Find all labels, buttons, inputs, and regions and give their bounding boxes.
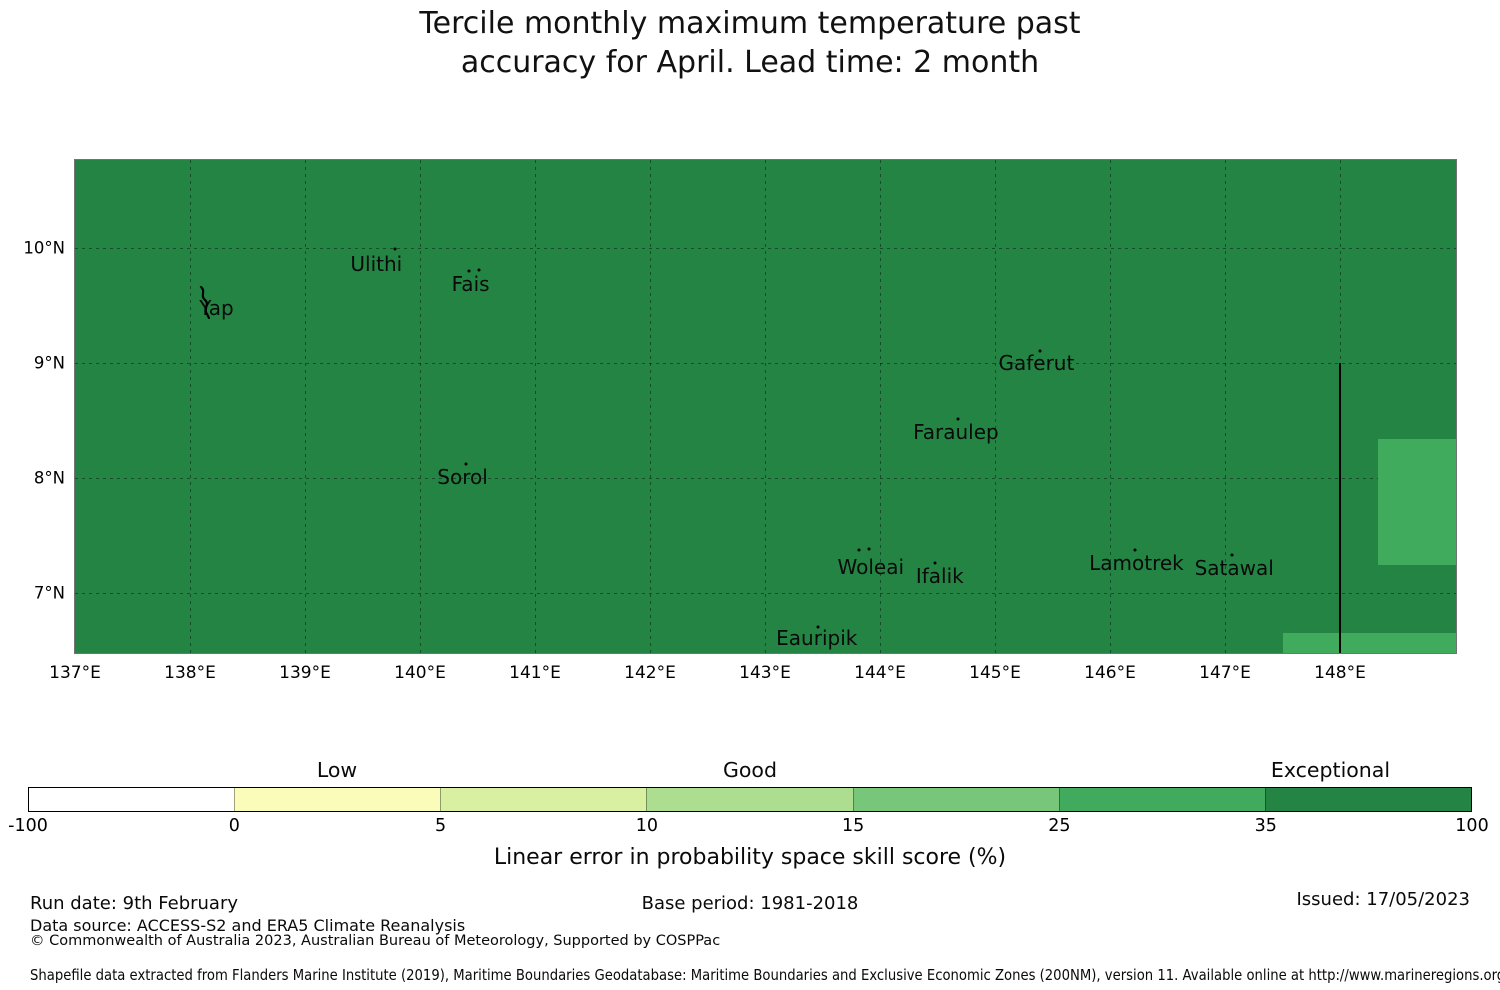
island-marker-eauripik <box>816 625 820 629</box>
eez-boundary-line <box>1339 362 1341 653</box>
gridline-meridian <box>650 160 651 653</box>
x-tick-label: 141°E <box>509 663 561 683</box>
x-tick-label: 142°E <box>624 663 676 683</box>
colorbar-category-good: Good <box>723 758 777 782</box>
gridline-meridian <box>305 160 306 653</box>
yap-island-shape <box>197 285 213 323</box>
shapefile-attribution-text: Shapefile data extracted from Flanders M… <box>30 966 1500 984</box>
gridline-parallel <box>75 362 1456 364</box>
island-label-ifalik: Ifalik <box>915 563 964 588</box>
colorbar-segment <box>29 788 235 811</box>
colorbar-segment <box>1058 788 1265 811</box>
gridline-parallel <box>75 247 1456 249</box>
copyright-text: © Commonwealth of Australia 2023, Austra… <box>30 933 721 949</box>
island-marker-woleai <box>867 547 870 551</box>
run-date-text: Run date: 9th February <box>30 893 239 914</box>
x-tick-label: 146°E <box>1084 663 1136 683</box>
gridline-meridian <box>420 160 421 653</box>
colorbar-category-low: Low <box>316 758 358 782</box>
colorbar-segment <box>440 788 647 811</box>
gridline-meridian <box>880 160 881 653</box>
island-marker-gaferut <box>1038 349 1042 353</box>
x-tick-label: 139°E <box>279 663 331 683</box>
x-tick-label: 138°E <box>164 663 216 683</box>
island-marker-fais <box>467 269 471 273</box>
colorbar-axis-label: Linear error in probability space skill … <box>493 845 1007 870</box>
y-tick-label: 9°N <box>33 353 65 373</box>
colorbar <box>28 787 1472 812</box>
colorbar-segment <box>646 788 853 811</box>
colorbar-segment <box>852 788 1059 811</box>
colorbar-tick-label: -100 <box>8 816 48 836</box>
x-tick-label: 140°E <box>394 663 446 683</box>
gridline-meridian <box>765 160 766 653</box>
island-marker-fais <box>477 268 481 272</box>
x-tick-label: 137°E <box>49 663 101 683</box>
gridline-meridian <box>190 160 191 653</box>
gridline-meridian <box>535 160 536 653</box>
colorbar-segment <box>234 788 441 811</box>
base-period-text: Base period: 1981-2018 <box>641 893 859 914</box>
island-label-fais: Fais <box>451 271 490 296</box>
island-marker-ulithi <box>393 247 397 251</box>
colorbar-tick-label: 35 <box>1254 816 1277 836</box>
figure-title-line2: accuracy for April. Lead time: 2 month <box>460 45 1040 80</box>
y-tick-label: 7°N <box>33 583 65 603</box>
island-label-ulithi: Ulithi <box>350 252 403 277</box>
x-tick-label: 144°E <box>854 663 906 683</box>
island-marker-satawal <box>1230 553 1234 557</box>
island-label-eauripik: Eauripik <box>776 625 858 650</box>
colorbar-tick-label: 0 <box>228 816 240 836</box>
island-marker-ifalik <box>933 561 937 565</box>
y-tick-label: 8°N <box>33 468 65 488</box>
x-tick-label: 145°E <box>969 663 1021 683</box>
colorbar-tick-label: 100 <box>1455 816 1489 836</box>
colorbar-segment <box>1264 788 1471 811</box>
island-label-woleai: Woleai <box>837 554 905 579</box>
x-tick-label: 147°E <box>1199 663 1251 683</box>
gridline-parallel <box>75 477 1456 479</box>
island-label-faraulep: Faraulep <box>913 419 999 444</box>
colorbar-category-exceptional: Exceptional <box>1270 758 1391 782</box>
x-tick-label: 143°E <box>739 663 791 683</box>
colorbar-tick-label: 10 <box>635 816 658 836</box>
colorbar-tick-label: 5 <box>434 816 447 836</box>
figure-title-line1: Tercile monthly maximum temperature past <box>419 6 1081 41</box>
x-tick-label: 148°E <box>1314 663 1366 683</box>
issued-date-text: Issued: 17/05/2023 <box>1296 889 1470 910</box>
island-marker-faraulep <box>956 417 960 421</box>
island-marker-lamotrek <box>1133 548 1137 552</box>
island-label-sorol: Sorol <box>437 464 488 489</box>
gridline-meridian <box>1225 160 1226 653</box>
gridline-meridian <box>1110 160 1111 653</box>
map-plot-area: Ulithi Fais Yap Gaferut Faraulep Sorol Woleai I… <box>74 159 1457 654</box>
island-marker-sorol <box>464 462 468 466</box>
island-label-lamotrek: Lamotrek <box>1089 551 1184 576</box>
gridline-parallel <box>75 592 1456 594</box>
skill-score-patch <box>1282 633 1456 653</box>
island-label-satawal: Satawal <box>1194 555 1274 580</box>
island-label-gaferut: Gaferut <box>998 350 1075 375</box>
y-tick-label: 10°N <box>23 238 65 258</box>
gridline-meridian <box>995 160 996 653</box>
skill-score-patch <box>1377 438 1456 566</box>
data-source-text: Data source: ACCESS-S2 and ERA5 Climate … <box>30 916 466 935</box>
colorbar-tick-label: 25 <box>1048 816 1071 836</box>
island-marker-woleai <box>857 548 861 552</box>
colorbar-tick-label: 15 <box>842 816 865 836</box>
figure-title: Tercile monthly maximum temperature past… <box>0 4 1500 82</box>
